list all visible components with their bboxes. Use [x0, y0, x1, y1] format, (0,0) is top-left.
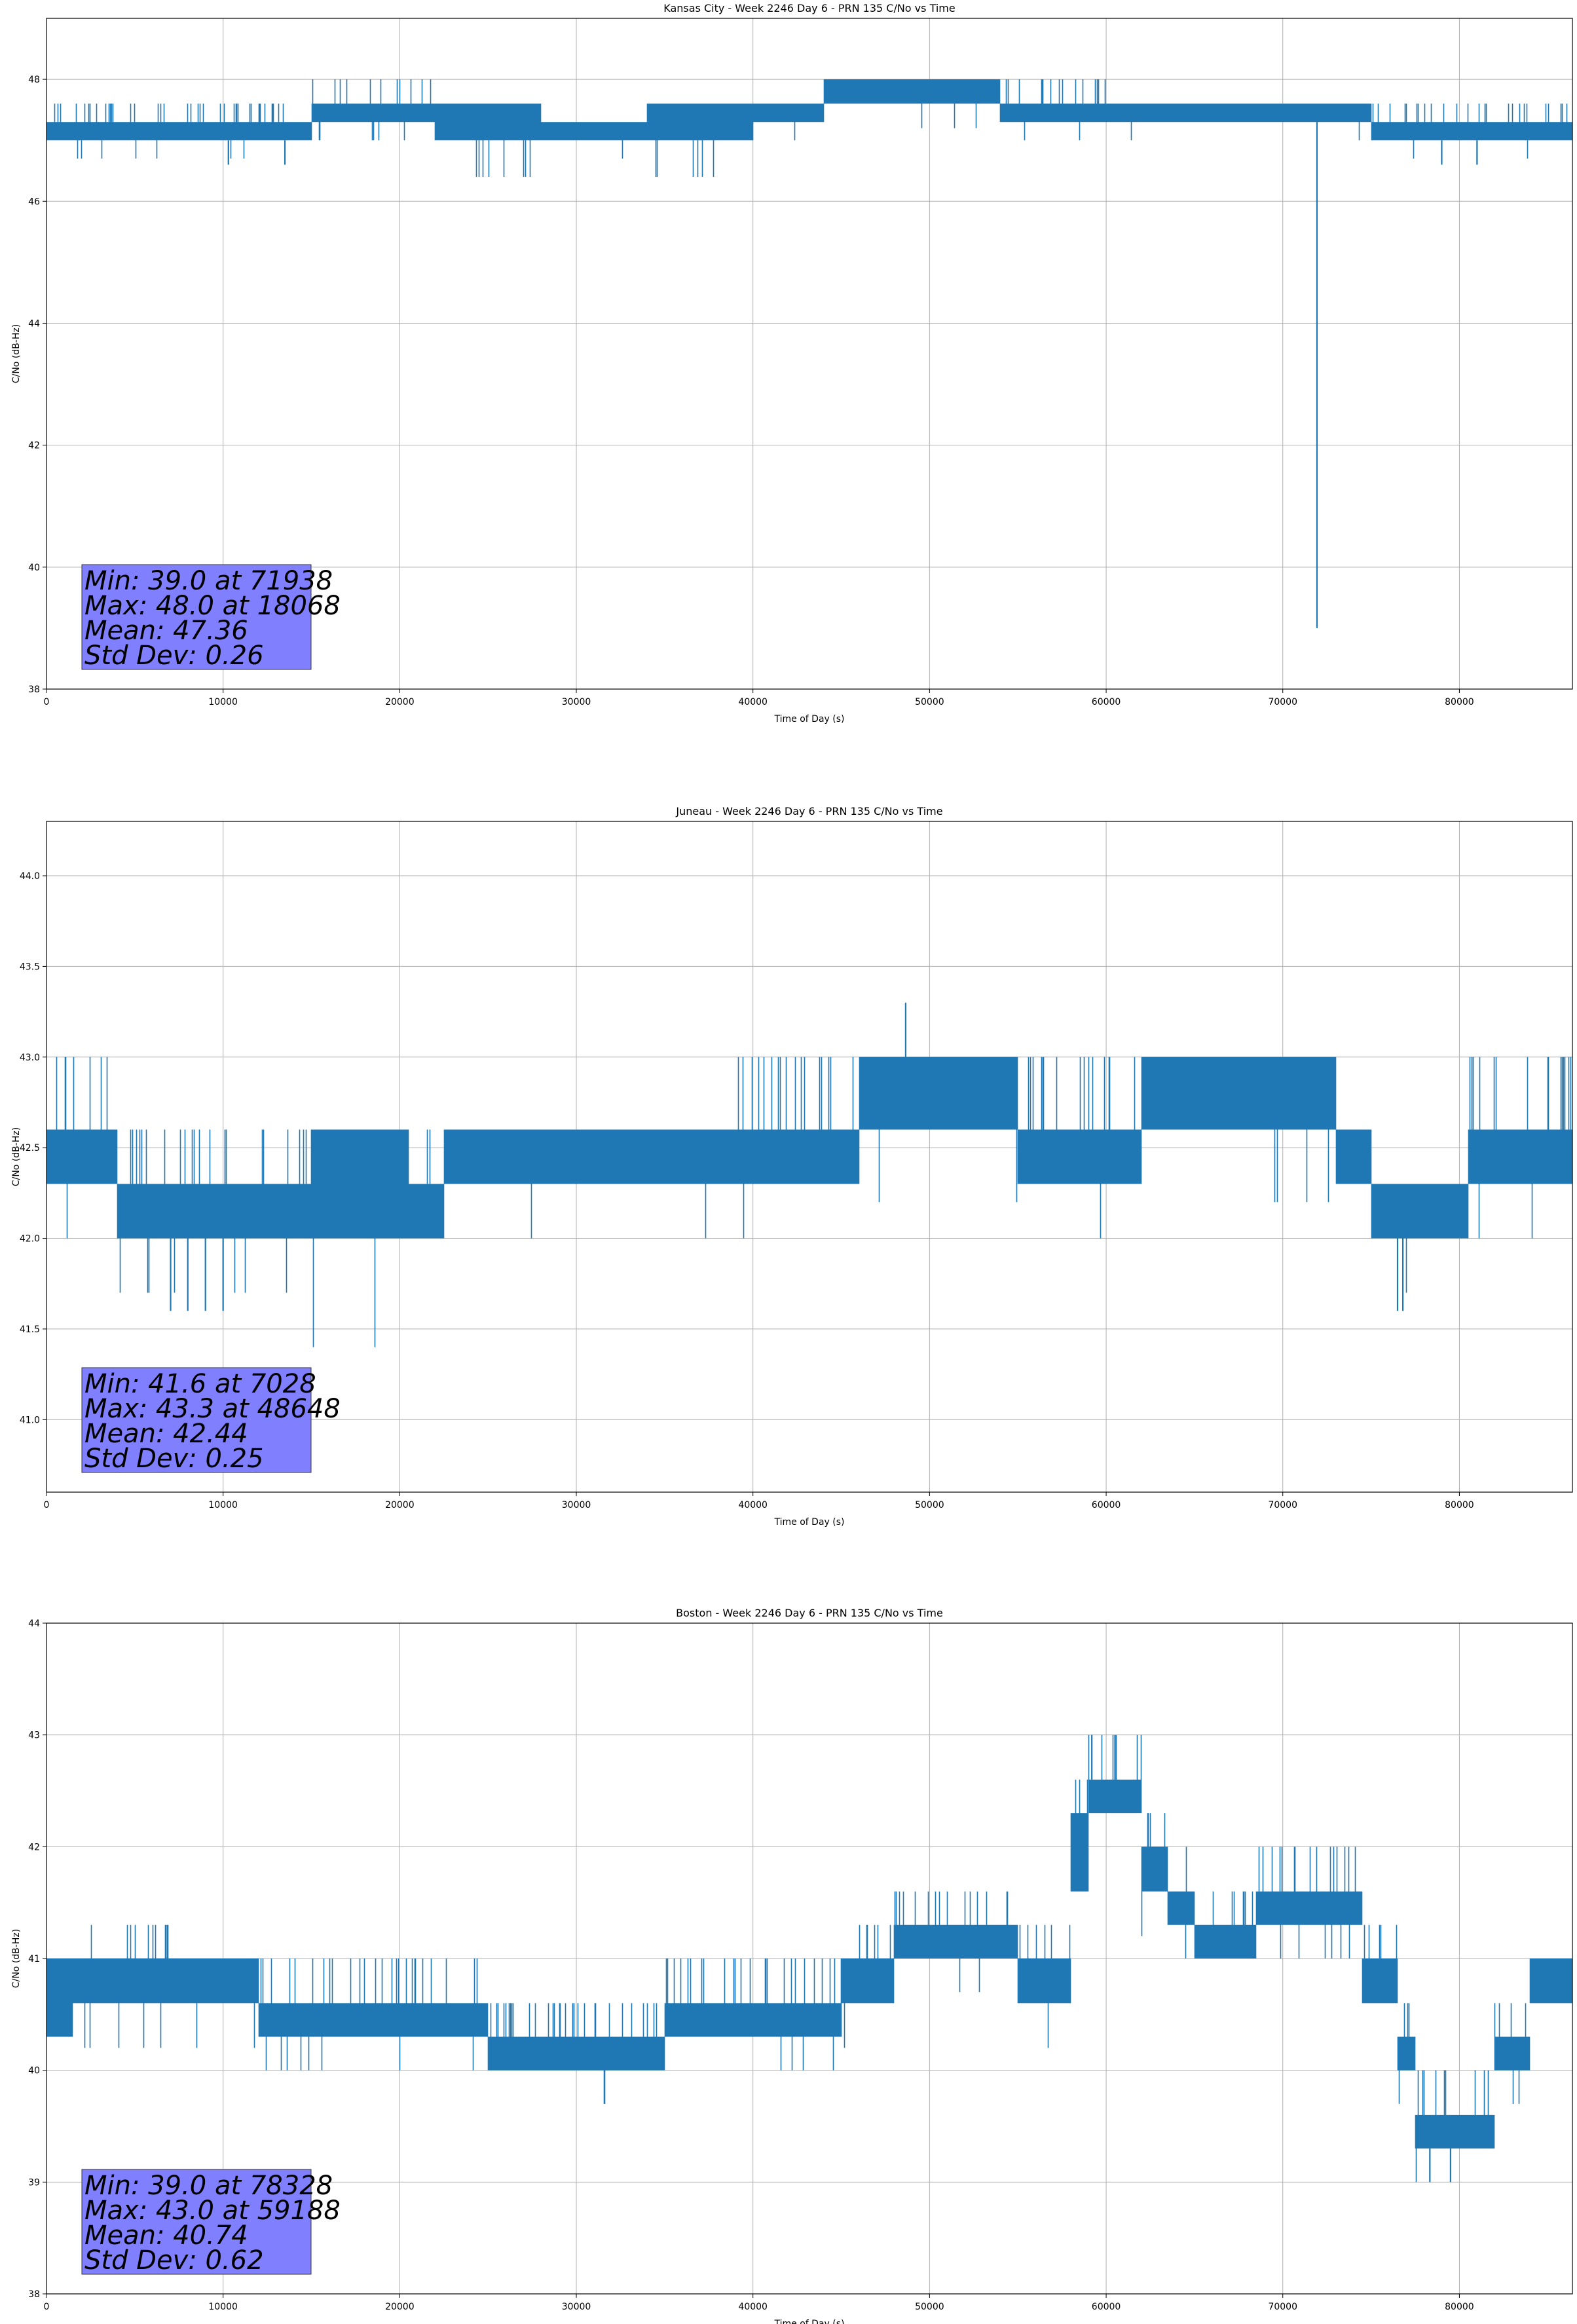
kansas-city-chart: 0 10000 20000 30000 40000 50000 60000 70000 8000…: [11, 2, 1573, 724]
y-tick-label: 40: [28, 2066, 40, 2076]
axis-ticks: 0 10000 20000 30000 40000 50000 60000 70000 8000…: [28, 1619, 1474, 2312]
y-tick-label: 42.5: [20, 1143, 40, 1153]
statistics-box: Min: 41.6 at 7028 Max: 43.3 at 48648 Mea…: [81, 1367, 341, 1474]
y-tick-label: 43: [28, 1731, 40, 1741]
y-axis-label: C/No (dB-Hz): [11, 324, 22, 383]
stats-mean: Mean: 40.74: [84, 2221, 248, 2251]
x-tick-label: 70000: [1268, 1500, 1297, 1510]
statistics-box-background: [81, 2169, 312, 2275]
y-tick-label: 42.0: [20, 1234, 40, 1245]
x-axis-label: Time of Day (s): [774, 1517, 845, 1527]
x-tick-label: 60000: [1092, 1500, 1121, 1510]
y-tick-label: 48: [28, 75, 40, 85]
stats-min: Min: 41.6 at 7028: [84, 1369, 316, 1399]
plot-area-frame: [46, 821, 1573, 1493]
chart-title: Boston - Week 2246 Day 6 - PRN 135 C/No …: [676, 1607, 943, 1619]
stats-mean: Mean: 42.44: [84, 1419, 248, 1449]
x-tick-label: 10000: [208, 697, 238, 707]
x-tick-label: 50000: [915, 2302, 944, 2312]
x-tick-label: 30000: [562, 697, 591, 707]
x-tick-label: 20000: [385, 697, 415, 707]
axis-ticks: 0 10000 20000 30000 40000 50000 60000 70000 8000…: [28, 75, 1474, 707]
x-tick-label: 70000: [1268, 2302, 1297, 2312]
y-tick-label: 42: [28, 1842, 40, 1852]
y-tick-label: 40: [28, 563, 40, 573]
x-tick-label: 0: [44, 2302, 50, 2312]
stats-min: Min: 39.0 at 78328: [84, 2171, 333, 2201]
stats-max: Max: 43.0 at 59188: [84, 2196, 341, 2226]
y-tick-label: 46: [28, 197, 40, 207]
x-tick-label: 50000: [915, 697, 944, 707]
statistics-box: Min: 39.0 at 71938 Max: 48.0 at 18068 Me…: [81, 564, 341, 671]
stats-std-dev: Std Dev: 0.25: [84, 1444, 264, 1474]
x-tick-label: 80000: [1445, 697, 1474, 707]
y-tick-label: 39: [28, 2177, 40, 2188]
y-tick-label: 38: [28, 2289, 40, 2300]
x-tick-label: 10000: [208, 2302, 238, 2312]
x-axis-label: Time of Day (s): [774, 2319, 845, 2324]
statistics-box-background: [81, 1367, 312, 1473]
x-tick-label: 0: [44, 1500, 50, 1510]
y-tick-label: 41: [28, 1954, 40, 1964]
y-tick-label: 44: [28, 1619, 40, 1629]
y-tick-label: 43.5: [20, 962, 40, 972]
x-tick-label: 40000: [738, 1500, 768, 1510]
x-tick-label: 60000: [1092, 697, 1121, 707]
x-tick-label: 80000: [1445, 2302, 1474, 2312]
x-tick-label: 20000: [385, 1500, 415, 1510]
x-tick-label: 20000: [385, 2302, 415, 2312]
juneau-chart: 0 10000 20000 30000 40000 50000 60000 70000 8000…: [11, 805, 1573, 1527]
y-axis-label: C/No (dB-Hz): [11, 1127, 22, 1186]
y-tick-label: 44.0: [20, 871, 40, 882]
y-axis-label: C/No (dB-Hz): [11, 1929, 22, 1988]
x-tick-label: 80000: [1445, 1500, 1474, 1510]
y-tick-label: 44: [28, 318, 40, 329]
x-axis-label: Time of Day (s): [774, 714, 845, 724]
boston-chart: 0 10000 20000 30000 40000 50000 60000 70000 8000…: [11, 1607, 1573, 2324]
chart-title: Kansas City - Week 2246 Day 6 - PRN 135 …: [663, 2, 955, 14]
x-tick-label: 40000: [738, 2302, 768, 2312]
chart-title: Juneau - Week 2246 Day 6 - PRN 135 C/No …: [675, 805, 942, 817]
plot-area-frame: [46, 18, 1573, 690]
y-tick-label: 43.0: [20, 1053, 40, 1063]
stats-max: Max: 43.3 at 48648: [84, 1394, 341, 1424]
grid: [46, 1623, 1572, 2294]
stats-std-dev: Std Dev: 0.26: [84, 641, 264, 671]
x-tick-label: 30000: [562, 1500, 591, 1510]
x-tick-label: 40000: [738, 697, 768, 707]
axis-ticks: 0 10000 20000 30000 40000 50000 60000 70000 8000…: [20, 871, 1474, 1510]
x-tick-label: 0: [44, 697, 50, 707]
stats-min: Min: 39.0 at 71938: [84, 566, 333, 596]
x-tick-label: 50000: [915, 1500, 944, 1510]
x-tick-label: 70000: [1268, 697, 1297, 707]
x-tick-label: 30000: [562, 2302, 591, 2312]
x-tick-label: 10000: [208, 1500, 238, 1510]
y-tick-label: 41.5: [20, 1324, 40, 1335]
stats-std-dev: Std Dev: 0.62: [84, 2245, 264, 2276]
x-tick-label: 60000: [1092, 2302, 1121, 2312]
stats-max: Max: 48.0 at 18068: [84, 591, 341, 621]
y-tick-label: 42: [28, 441, 40, 451]
statistics-box-background: [81, 564, 312, 670]
y-tick-label: 38: [28, 684, 40, 695]
stats-mean: Mean: 47.36: [84, 616, 248, 646]
y-tick-label: 41.0: [20, 1415, 40, 1425]
statistics-box: Min: 39.0 at 78328 Max: 43.0 at 59188 Me…: [81, 2169, 341, 2276]
